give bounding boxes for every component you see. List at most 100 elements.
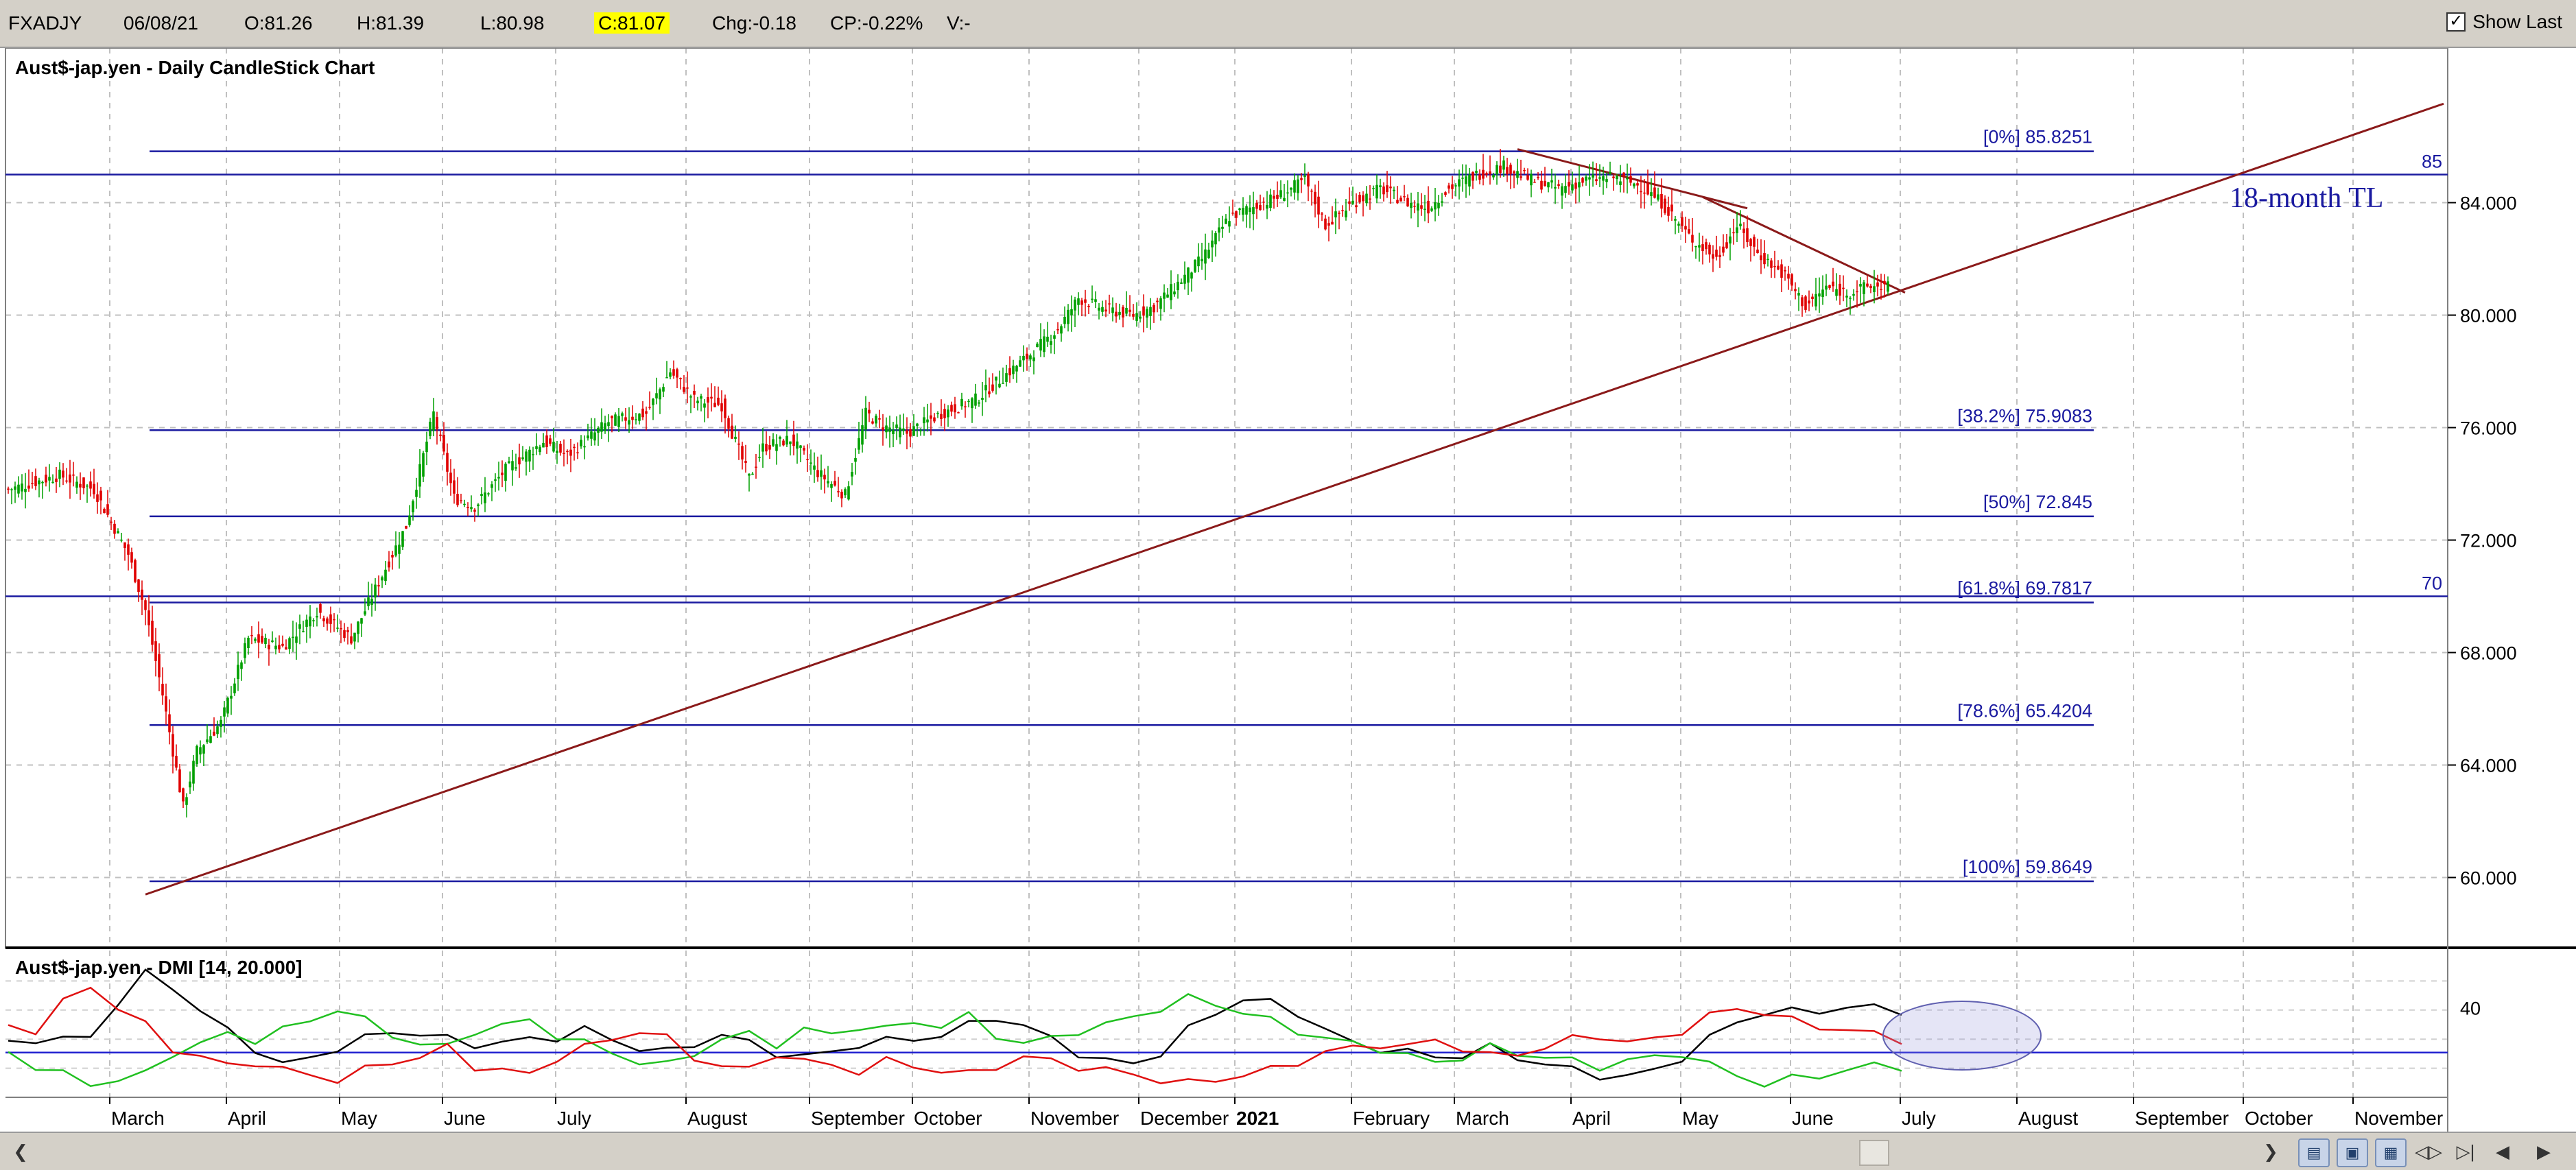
candle-body [134, 560, 137, 582]
candle-body [1530, 174, 1533, 186]
candle-body [1087, 305, 1090, 307]
candle-body [1084, 299, 1087, 303]
candle-body [1664, 198, 1666, 213]
candle-body [569, 449, 572, 456]
chart-area[interactable]: [0%] 85.8251 [38.2%] 75.9083 [50%] 72.845 [… [0, 48, 2576, 1132]
candle-body [906, 430, 908, 434]
scroll-both-icon[interactable]: ◁▷ [2415, 1141, 2442, 1162]
candle-body [1310, 190, 1313, 192]
candle-body [309, 616, 311, 627]
scroll-left-icon[interactable]: ❮ [13, 1141, 28, 1162]
candle-body [1098, 307, 1100, 311]
toolbar: FXADJY 06/08/21 O:81.26 H:81.39 L:80.98 … [0, 0, 2576, 48]
horizontal-scrollbar[interactable]: ❮ ❯ ▤ ▣ ▦ ◁▷ ▷| ◀ ▶ [0, 1132, 2576, 1170]
candle-body [439, 434, 442, 436]
candle-body [1331, 222, 1334, 225]
candle-body [1602, 176, 1605, 181]
x-tick-label: September [2135, 1108, 2229, 1129]
candle-body [1766, 259, 1769, 261]
scrollbar-thumb[interactable] [1859, 1140, 1889, 1166]
candle-body [621, 413, 624, 416]
candle-body [1389, 187, 1392, 189]
candle-body [1622, 172, 1625, 177]
candle-body [1677, 224, 1680, 226]
x-tick-label: November [2354, 1108, 2443, 1129]
candle-body [1122, 307, 1124, 318]
candle-body [772, 439, 775, 446]
candle-body [1060, 326, 1063, 334]
candle-body [974, 393, 977, 406]
fit-chart-icon[interactable]: ▦ [2375, 1138, 2407, 1167]
candle-body [1132, 313, 1135, 317]
candle-body [1221, 226, 1224, 229]
candle-body [130, 552, 133, 563]
candle-body [960, 398, 963, 407]
step-forward-icon[interactable]: ▶ [2537, 1141, 2551, 1162]
candle-body [1351, 200, 1354, 204]
candle-body [508, 461, 510, 464]
candle-body [477, 504, 480, 507]
scroll-right-icon[interactable]: ❯ [2263, 1141, 2278, 1162]
fib-level-label: [61.8%] 69.7817 [1957, 577, 2092, 598]
candle-body [1382, 186, 1385, 195]
candle-body [1399, 198, 1402, 202]
candle-body [641, 408, 644, 418]
trendline-annotation: 18-month TL [2230, 182, 2383, 214]
show-last-toggle[interactable]: Show Last [2446, 11, 2562, 33]
candle-body [1094, 299, 1097, 302]
candle-body [1293, 180, 1296, 193]
candle-body [1887, 281, 1889, 292]
candle-body [765, 444, 768, 452]
candle-body [415, 490, 418, 497]
candle-body [353, 632, 356, 642]
candle-body [172, 734, 174, 757]
x-axis-ticks: March April May June July August September Octo… [109, 1097, 2443, 1129]
show-last-checkbox[interactable] [2446, 11, 2466, 32]
candle-body [1876, 282, 1879, 287]
x-tick-label: April [1572, 1108, 1611, 1129]
candle-body [281, 643, 284, 646]
zoom-out-icon[interactable]: ▤ [2298, 1138, 2330, 1167]
candle-body [1526, 175, 1529, 180]
candle-body [1170, 284, 1172, 300]
candle-body [79, 483, 82, 488]
candle-body [1101, 307, 1104, 312]
candle-body [196, 745, 198, 765]
candle-body [1273, 195, 1275, 199]
date: 06/08/21 [123, 12, 198, 34]
candle-body [312, 620, 315, 621]
candle-body [823, 475, 826, 480]
candle-body [748, 473, 751, 476]
candle-body [1472, 171, 1474, 181]
step-back-icon[interactable]: ◀ [2496, 1141, 2509, 1162]
candle-body [1214, 232, 1217, 245]
candle-body [1681, 217, 1683, 226]
candle-body [1592, 174, 1594, 178]
candle-body [175, 756, 178, 768]
candle-body [1688, 229, 1690, 234]
candle-body [930, 415, 932, 419]
x-tick-label: March [111, 1108, 165, 1129]
candle-body [1104, 309, 1107, 312]
candle-body [696, 401, 699, 404]
candle-body [1231, 213, 1234, 214]
zoom-in-icon[interactable]: ▣ [2337, 1138, 2368, 1167]
candle-body [17, 484, 20, 494]
candle-body [1393, 189, 1395, 191]
go-end-icon[interactable]: ▷| [2456, 1141, 2475, 1162]
candle-body [940, 414, 943, 420]
candle-body [936, 413, 939, 414]
candle-body [453, 480, 456, 494]
candle-body [1815, 294, 1817, 307]
candle-body [1211, 240, 1214, 248]
candle-body [1355, 205, 1358, 208]
candle-body [326, 618, 329, 624]
candle-body [274, 645, 277, 649]
candle-body [559, 444, 562, 453]
candle-body [851, 472, 853, 477]
candle-body [882, 427, 884, 430]
candle-body [998, 383, 1001, 387]
candle-body [741, 446, 744, 459]
candle-body [515, 467, 517, 469]
candle-body [1269, 194, 1272, 208]
